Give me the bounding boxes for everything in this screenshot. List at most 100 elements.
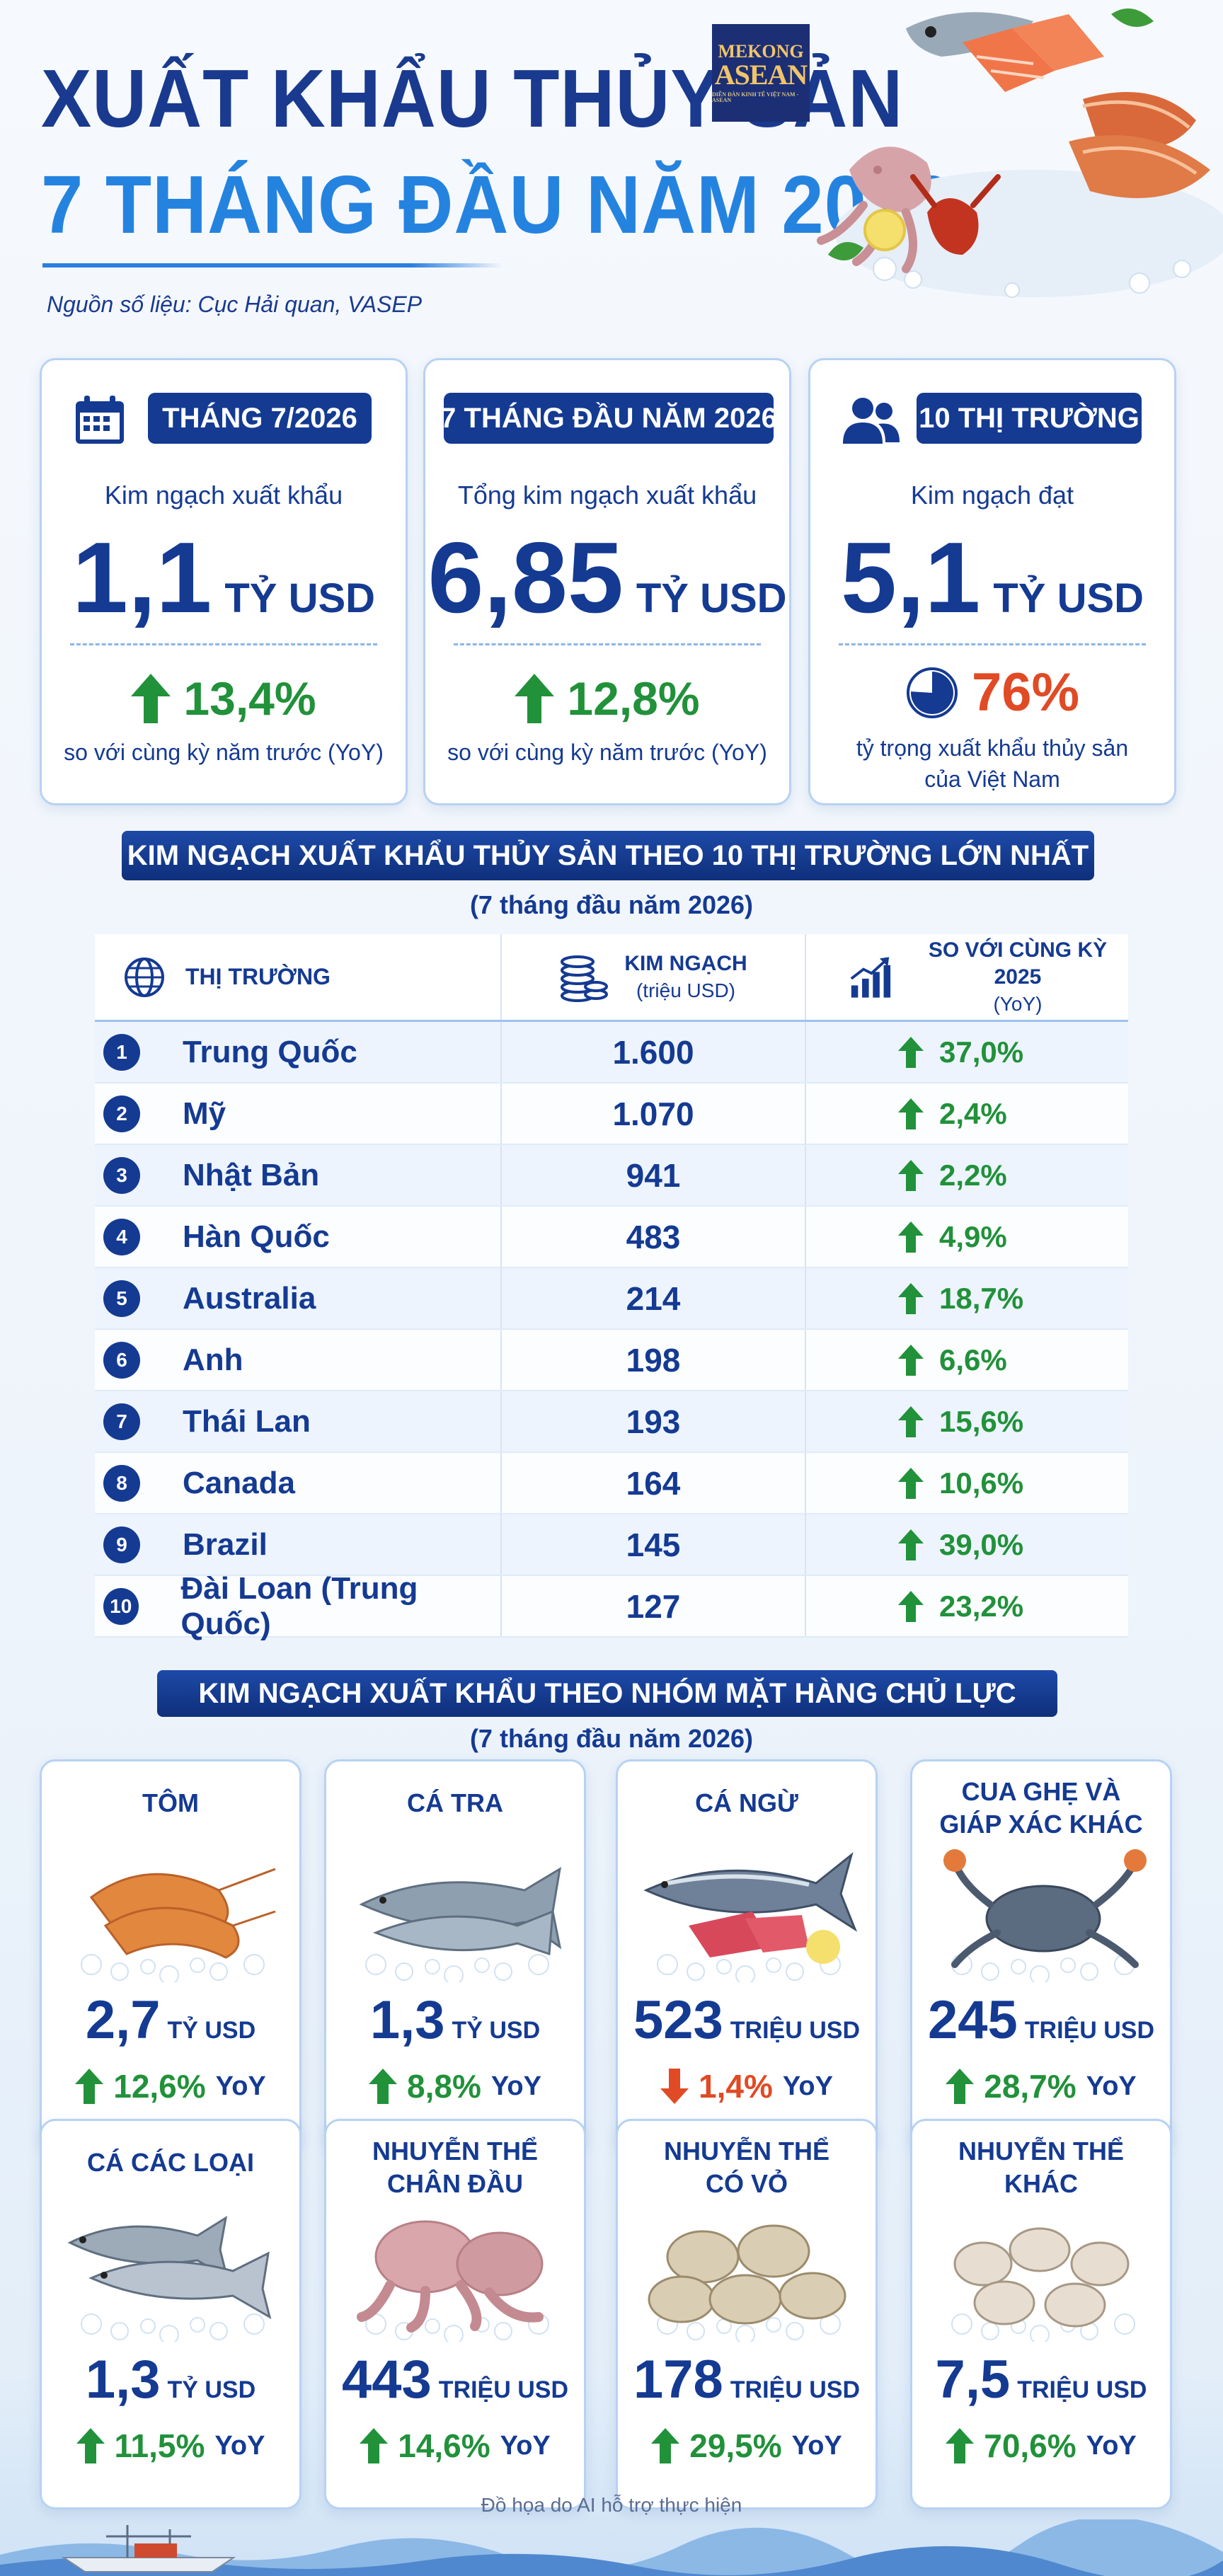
arrow-up-icon [898,1159,924,1191]
rank-badge: 4 [103,1218,140,1255]
product-value: 1,3 TỶ USD [369,1990,541,2050]
markets-section-subtitle: (7 tháng đầu năm 2026) [469,890,754,919]
rank-badge: 6 [103,1341,140,1379]
product-name: CÁ CÁC LOẠI [87,2148,254,2177]
product-change: 28,7% YoY [912,2067,1170,2105]
table-row: 8 Canada 164 10,6% [95,1453,1128,1514]
product-card: NHUYỄN THỂ CHÂN ĐẦU 443 TRIỆU USD 14,6% YoY [324,2119,586,2509]
arrow-up-icon [76,2428,105,2463]
market-change: 10,6% [939,1466,1024,1500]
product-name: CÁ TRA [407,1788,503,1817]
market-value: 483 [626,1218,681,1255]
product-card: CÁ CÁC LOẠI 1,3 TỶ USD 11,5% YoY [40,2119,302,2509]
market-value: 164 [626,1464,681,1502]
market-change: 2,4% [939,1096,1007,1130]
stat-share-note: tỷ trọng xuất khẩu thủy sản của Việt Nam [856,735,1129,792]
rank-badge: 9 [103,1526,140,1563]
market-name: Mỹ [183,1096,226,1131]
mekong-asean-logo: MEKONG ASEAN DIỄN ĐÀN KINH TẾ VIỆT NAM -… [712,24,810,122]
divider [839,643,1146,645]
arrow-up-icon [898,1590,924,1622]
markets-table: THỊ TRƯỜNG KIM NGẠCH (triệu USD) SO VỚI C… [95,934,1128,1641]
market-value: 127 [626,1587,681,1625]
market-value: 214 [626,1280,681,1317]
rank-badge: 3 [103,1156,140,1194]
arrow-up-icon [898,1467,924,1499]
share-pie-icon [906,667,958,718]
arrow-up-icon [360,2428,389,2463]
rank-badge: 7 [103,1403,140,1440]
product-change: 70,6% YoY [912,2427,1170,2465]
stat-change: 13,4% [42,672,406,725]
product-value: 178 TRIỆU USD [633,2350,861,2410]
stat-pill: THÁNG 7/2026 [148,393,372,444]
table-row: 10 Đài Loan (Trung Quốc) 127 23,2% [95,1571,1128,1641]
arrow-up-icon [369,2069,398,2104]
arrow-up-icon [946,2069,975,2104]
stat-label: Tổng kim ngạch xuất khẩu [457,481,757,510]
stat-value: 1,1 TỶ USD [71,522,376,634]
product-value: 443 TRIỆU USD [341,2350,569,2410]
market-change: 15,6% [939,1404,1024,1438]
arrow-up-icon [651,2428,680,2463]
table-row: 6 Anh 198 6,6% [95,1330,1128,1391]
rank-badge: 5 [103,1280,140,1317]
arrow-up-icon [898,1221,924,1253]
fish-icon [67,2215,272,2342]
table-header: THỊ TRƯỜNG KIM NGẠCH (triệu USD) SO VỚI C… [95,934,1128,1022]
table-row: 1 Trung Quốc 1.600 37,0% [95,1022,1128,1083]
arrow-up-icon [898,1529,924,1560]
stat-share: 76% [810,662,1174,723]
product-name: CUA GHẸ VÀ GIÁP XÁC KHÁC [939,1777,1143,1839]
rank-badge: 8 [103,1464,140,1502]
market-name: Trung Quốc [183,1034,357,1069]
market-value: 1.070 [612,1095,694,1132]
arrow-up-icon [515,674,555,723]
products-section-subtitle: (7 tháng đầu năm 2026) [469,1724,754,1753]
rank-badge: 1 [103,1033,140,1071]
product-value: 7,5 TRIỆU USD [935,2350,1147,2410]
rank-badge: 10 [103,1587,139,1625]
product-card: CÁ NGỪ 523 TRIỆU USD 1,4% YoY [616,1759,878,2150]
col-value-unit: (triệu USD) [636,979,735,1001]
arrow-up-icon [75,2069,104,2104]
coins-icon [561,955,609,1002]
table-row: 5 Australia 214 18,7% [95,1268,1128,1330]
market-value: 193 [626,1403,681,1440]
pangasius-icon [359,1867,562,1982]
table-row: 4 Hàn Quốc 483 4,9% [95,1207,1128,1268]
product-card: NHUYỄN THỂ CÓ VỎ 178 TRIỆU USD 29,5% YoY [616,2119,878,2509]
market-change: 39,0% [939,1527,1024,1561]
table-body: 1 Trung Quốc 1.600 37,0% 2 Mỹ 1.070 2,4% 3 Nhật B… [95,1022,1128,1641]
market-name: Australia [183,1280,316,1316]
stat-pill: 10 THỊ TRƯỜNG [917,393,1142,444]
market-name: Đài Loan (Trung Quốc) [180,1570,418,1641]
shrimp-icon [81,1868,276,1982]
rank-badge: 2 [103,1095,140,1132]
shell-icon [951,2227,1135,2342]
tuna-icon [643,1851,858,1982]
stat-pill: 7 THÁNG ĐẦU NĂM 2026 [440,393,777,444]
product-change: 1,4% YoY [618,2067,875,2105]
sea-waves-image [0,2519,1223,2576]
market-name: Canada [183,1465,295,1500]
market-change: 37,0% [939,1035,1024,1069]
col-change: SO VỚI CÙNG KỲ 2025 [928,938,1108,989]
product-name: NHUYỄN THỂ KHÁC [958,2137,1125,2198]
arrow-up-icon [898,1098,924,1129]
stat-yoy-note: so với cùng kỳ năm trước (YoY) [447,740,767,765]
market-value: 145 [626,1526,681,1563]
clam-icon [648,2224,846,2342]
stat-card-10markets: 10 THỊ TRƯỜNG Kim ngạch đạt 5,1 TỶ USD 76… [808,358,1176,805]
product-value: 1,3 TỶ USD [85,2350,256,2410]
market-value: 1.600 [612,1033,694,1071]
ai-credit: Đồ họa do AI hỗ trợ thực hiện [481,2494,742,2516]
data-source: Nguồn số liệu: Cục Hải quan, VASEP [47,292,423,317]
product-name: TÔM [142,1788,199,1817]
arrow-up-icon [898,1344,924,1376]
divider [70,643,377,645]
product-value: 2,7 TỶ USD [85,1990,256,2050]
stat-value: 6,85 TỶ USD [427,522,787,634]
market-change: 23,2% [939,1589,1024,1623]
product-change: 8,8% YoY [326,2067,584,2105]
